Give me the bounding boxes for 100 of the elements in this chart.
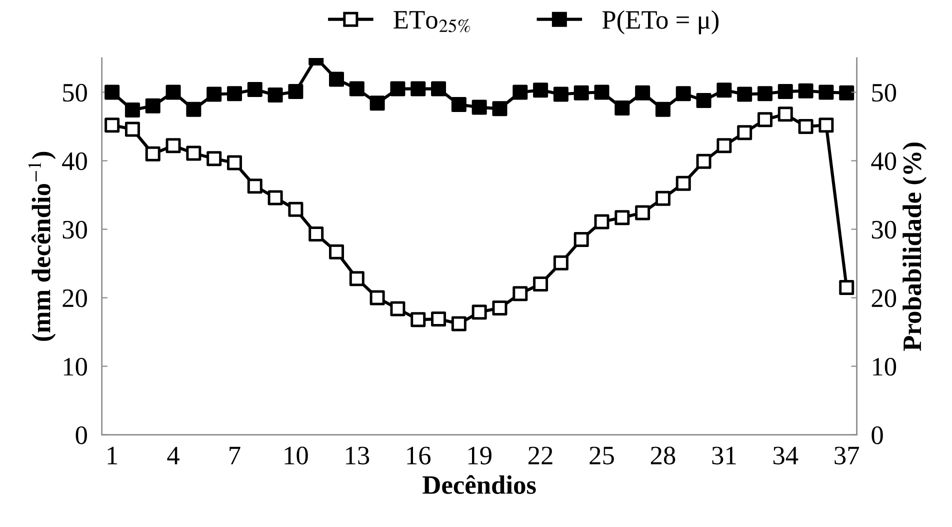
y-tick-label: 10 — [64, 358, 87, 376]
point — [186, 146, 202, 161]
point — [635, 85, 650, 100]
point — [553, 255, 568, 270]
y-tick-label: 50 — [63, 84, 87, 102]
point — [614, 100, 630, 116]
y-tick-label: 30 — [62, 220, 87, 239]
point — [798, 118, 814, 134]
x-tick-label: 25 — [590, 446, 614, 464]
point — [716, 82, 732, 98]
point — [574, 85, 589, 100]
point — [839, 280, 854, 295]
point — [594, 84, 610, 100]
point — [472, 304, 487, 320]
point — [247, 178, 262, 194]
point — [410, 312, 426, 328]
point — [737, 125, 752, 140]
point — [778, 84, 793, 100]
x-axis-title: Decêndios — [422, 475, 536, 494]
y2-tick-label: 30 — [872, 220, 896, 239]
point — [818, 118, 834, 133]
point — [757, 112, 772, 128]
point — [696, 154, 712, 169]
point — [716, 138, 732, 154]
x-tick-label: 4 — [167, 446, 180, 464]
point — [614, 210, 630, 226]
point — [676, 86, 691, 102]
point — [186, 102, 202, 117]
point — [737, 86, 752, 102]
point — [124, 102, 140, 118]
point — [839, 85, 854, 100]
point — [206, 151, 222, 166]
x-tick-label: 10 — [284, 446, 308, 464]
point — [533, 82, 548, 98]
x-tick-label: 7 — [230, 446, 240, 464]
y-tick-label: 0 — [76, 426, 87, 444]
point — [512, 84, 528, 100]
point — [329, 72, 344, 87]
point — [145, 98, 160, 114]
point — [145, 146, 160, 162]
point — [492, 300, 508, 316]
point — [757, 86, 772, 102]
point — [431, 81, 446, 96]
x-tick-label: 28 — [650, 446, 676, 464]
y2-tick-label: 50 — [872, 84, 896, 102]
y2-axis-title: Probabilidade (%) — [902, 142, 927, 351]
point — [226, 155, 242, 170]
point — [104, 84, 120, 100]
point — [798, 83, 814, 98]
point — [553, 86, 568, 102]
point — [410, 81, 426, 96]
point — [818, 84, 834, 100]
y2-tick-label: 10 — [873, 358, 896, 376]
legend-label: ETo$_{25%}$ — [394, 11, 470, 32]
point — [492, 101, 508, 116]
point — [451, 97, 466, 112]
point — [390, 81, 406, 96]
point — [124, 122, 140, 137]
point — [247, 82, 262, 97]
x-tick-label: 22 — [528, 446, 552, 464]
point — [472, 100, 487, 115]
point — [676, 176, 691, 191]
x-tick-label: 19 — [468, 446, 492, 464]
y2-tick-label: 0 — [872, 426, 883, 444]
point — [206, 86, 222, 102]
point — [268, 87, 283, 102]
x-tick-label: 31 — [712, 446, 736, 464]
x-tick-label: 1 — [108, 446, 118, 464]
point — [431, 311, 446, 326]
point — [370, 290, 385, 306]
point — [288, 202, 304, 217]
point — [635, 205, 650, 220]
point — [329, 244, 344, 260]
point — [166, 84, 181, 100]
point — [166, 138, 181, 154]
point — [288, 84, 304, 100]
x-tick-label: 16 — [407, 446, 431, 464]
point — [696, 92, 712, 108]
point — [655, 190, 670, 206]
point — [594, 214, 610, 230]
point — [533, 276, 548, 292]
point — [390, 301, 406, 316]
y2-tick-label: 20 — [872, 289, 896, 308]
point — [349, 81, 364, 96]
point — [451, 316, 466, 332]
y-axis-title: (mm decêndio$^{−1}$) — [28, 152, 56, 341]
legend-label: P(ETo = μ) — [602, 10, 719, 34]
y2-tick-label: 40 — [871, 152, 896, 170]
y-tick-label: 40 — [62, 152, 87, 170]
point — [370, 96, 385, 111]
point — [268, 190, 283, 206]
point — [574, 232, 589, 248]
point — [655, 102, 670, 117]
y-tick-label: 20 — [62, 289, 87, 308]
point — [104, 118, 120, 133]
x-tick-label: 13 — [346, 446, 370, 464]
point — [349, 271, 364, 286]
point — [308, 226, 324, 242]
point — [226, 86, 242, 102]
x-tick-label: 37 — [834, 446, 860, 464]
